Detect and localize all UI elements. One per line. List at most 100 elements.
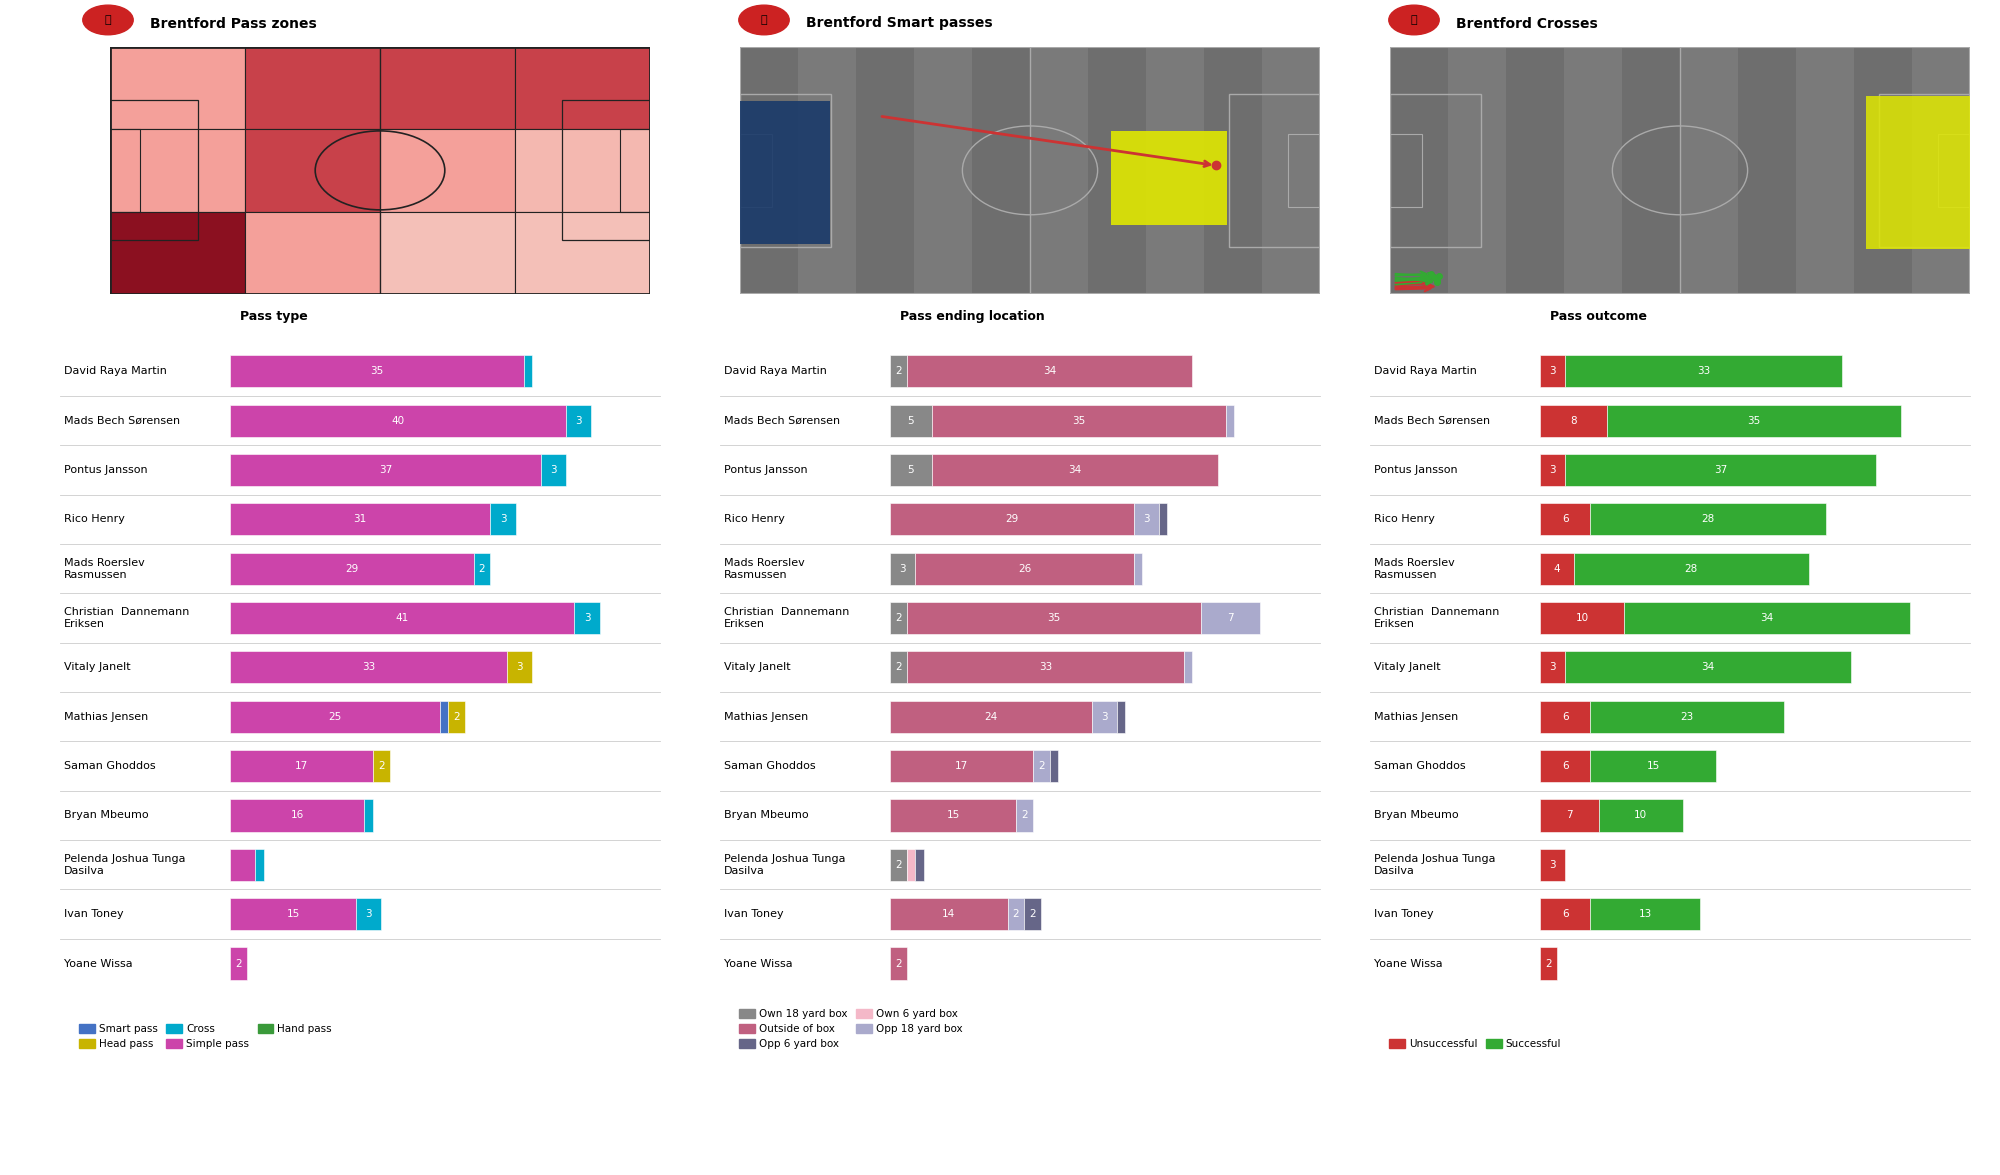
Text: 29: 29 (1006, 515, 1018, 524)
Text: 31: 31 (354, 515, 366, 524)
Text: Mads Bech Sørensen: Mads Bech Sørensen (1374, 416, 1490, 425)
Bar (1030, 47, 1088, 294)
Bar (740, 134, 772, 207)
Text: Pass type: Pass type (240, 310, 308, 323)
Bar (890, 454, 932, 486)
Text: 14: 14 (942, 909, 956, 919)
Text: 6: 6 (1562, 761, 1568, 771)
Text: Mads Roerslev
Rasmussen: Mads Roerslev Rasmussen (64, 558, 144, 579)
Bar (372, 750, 390, 783)
Text: 2: 2 (1030, 909, 1036, 919)
Bar (1564, 47, 1622, 294)
Text: David Raya Martin: David Raya Martin (64, 367, 166, 376)
Bar (256, 848, 264, 881)
Bar (1448, 47, 1506, 294)
Bar (516, 47, 650, 129)
Text: 34: 34 (1042, 367, 1056, 376)
Text: 6: 6 (1562, 712, 1568, 721)
Bar (562, 101, 650, 241)
Bar (230, 454, 540, 486)
Text: 33: 33 (362, 663, 376, 672)
Bar (740, 47, 798, 294)
Bar (380, 129, 516, 212)
Text: Bryan Mbeumo: Bryan Mbeumo (724, 811, 808, 820)
Text: 3: 3 (1100, 712, 1108, 721)
Bar (540, 454, 566, 486)
Text: 28: 28 (1702, 515, 1714, 524)
Bar (1566, 651, 1850, 684)
Text: 34: 34 (1760, 613, 1774, 623)
Text: 2: 2 (1546, 959, 1552, 968)
Text: 17: 17 (294, 761, 308, 771)
Bar (244, 129, 380, 212)
Bar (1540, 848, 1566, 881)
Bar (1598, 799, 1682, 832)
Text: Brentford Smart passes: Brentford Smart passes (806, 16, 992, 31)
Bar (230, 602, 574, 634)
Bar (244, 212, 380, 294)
Bar (916, 848, 924, 881)
Text: 5: 5 (908, 416, 914, 425)
Text: Yoane Wissa: Yoane Wissa (1374, 959, 1442, 968)
Text: Brentford Crosses: Brentford Crosses (1456, 16, 1598, 31)
Text: 3: 3 (516, 663, 524, 672)
Bar (1032, 750, 1050, 783)
Bar (1112, 130, 1228, 224)
Bar (230, 848, 256, 881)
Bar (1050, 750, 1058, 783)
Bar (1540, 404, 1608, 437)
Text: 3: 3 (1550, 860, 1556, 870)
Bar (230, 503, 490, 536)
Legend: Unsuccessful, Successful: Unsuccessful, Successful (1386, 1035, 1566, 1054)
Text: 3: 3 (366, 909, 372, 919)
Text: Rico Henry: Rico Henry (64, 515, 124, 524)
Text: Saman Ghoddos: Saman Ghoddos (724, 761, 816, 771)
Text: Rico Henry: Rico Henry (724, 515, 784, 524)
Bar (1796, 47, 1854, 294)
Bar (474, 552, 490, 585)
Text: 3: 3 (500, 515, 506, 524)
Bar (1540, 503, 1590, 536)
Text: 7: 7 (1226, 613, 1234, 623)
Bar (1184, 651, 1192, 684)
Bar (890, 799, 1016, 832)
Text: Ivan Toney: Ivan Toney (64, 909, 124, 919)
Text: Vitaly Janelt: Vitaly Janelt (64, 663, 130, 672)
Bar (890, 503, 1134, 536)
Text: 2: 2 (378, 761, 384, 771)
Text: Pelenda Joshua Tunga
Dasilva: Pelenda Joshua Tunga Dasilva (64, 854, 186, 875)
Text: Pontus Jansson: Pontus Jansson (64, 465, 148, 475)
Text: Vitaly Janelt: Vitaly Janelt (724, 663, 790, 672)
Bar (1540, 454, 1566, 486)
Bar (1226, 404, 1234, 437)
Bar (972, 47, 1030, 294)
Bar (230, 898, 356, 931)
Bar (448, 700, 466, 733)
Bar (1878, 94, 1970, 247)
Bar (890, 355, 906, 388)
Text: 24: 24 (984, 712, 998, 721)
Text: 35: 35 (370, 367, 384, 376)
Text: 2: 2 (896, 613, 902, 623)
Bar (110, 294, 244, 376)
Text: 8: 8 (1570, 416, 1576, 425)
Text: 5: 5 (908, 465, 914, 475)
Text: 2: 2 (478, 564, 486, 573)
Bar (906, 355, 1192, 388)
Text: 35: 35 (1072, 416, 1086, 425)
Text: 3: 3 (1550, 663, 1556, 672)
Bar (230, 799, 364, 832)
Text: 34: 34 (1702, 663, 1714, 672)
Text: 15: 15 (286, 909, 300, 919)
Bar (1590, 503, 1826, 536)
Bar (1204, 47, 1262, 294)
Text: Mathias Jensen: Mathias Jensen (1374, 712, 1458, 721)
Bar (1228, 94, 1320, 247)
Bar (932, 454, 1218, 486)
Text: Yoane Wissa: Yoane Wissa (64, 959, 132, 968)
Text: 25: 25 (328, 712, 342, 721)
Text: 15: 15 (946, 811, 960, 820)
Text: Bryan Mbeumo: Bryan Mbeumo (1374, 811, 1458, 820)
Text: 29: 29 (346, 564, 358, 573)
Bar (230, 404, 566, 437)
